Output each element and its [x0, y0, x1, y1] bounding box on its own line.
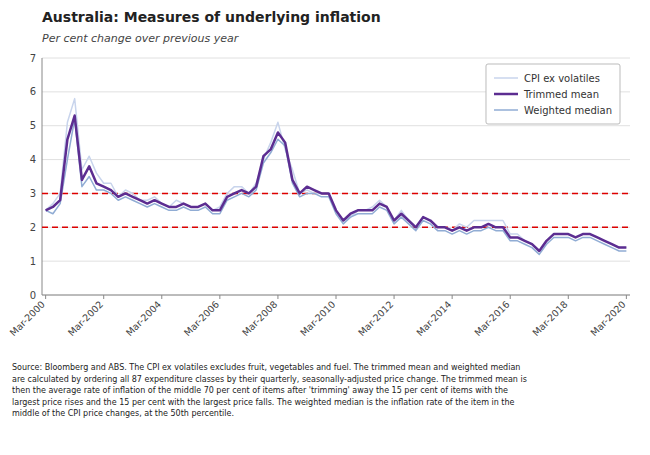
- x-tick-label: Mar-2020: [588, 299, 628, 339]
- series-line: [46, 116, 627, 251]
- grid-line: [42, 125, 630, 126]
- y-tick-label: 1: [30, 256, 36, 267]
- x-tick-label: Mar-2014: [414, 299, 454, 339]
- source-line: then the average rate of inflation of th…: [12, 386, 508, 395]
- legend-swatch: [494, 77, 518, 79]
- x-tick-label: Mar-2012: [356, 299, 396, 339]
- x-tick-label: Mar-2010: [298, 299, 338, 339]
- y-tick-label: 6: [30, 86, 36, 97]
- source-line: are calculated by ordering all 87 expend…: [12, 375, 527, 384]
- grid-line: [42, 193, 630, 194]
- x-tick: [568, 295, 569, 299]
- source-line: Source: Bloomberg and ABS. The CPI ex vo…: [12, 363, 520, 372]
- x-tick: [45, 295, 46, 299]
- y-tick-label: 5: [30, 120, 36, 131]
- grid-line: [42, 261, 630, 262]
- grid-line: [42, 227, 630, 228]
- legend: CPI ex volatiles Trimmed mean Weighted med…: [486, 64, 620, 124]
- x-tick: [336, 295, 337, 299]
- x-tick-label: Mar-2006: [182, 299, 222, 339]
- y-tick-label: 7: [30, 53, 36, 64]
- x-tick: [103, 295, 104, 299]
- y-tick-label: 4: [30, 154, 36, 165]
- legend-swatch: [494, 93, 518, 96]
- x-tick-label: Mar-2000: [8, 299, 48, 339]
- x-tick: [510, 295, 511, 299]
- x-tick-label: Mar-2002: [66, 299, 106, 339]
- y-tick-label: 0: [30, 290, 36, 301]
- x-tick-label: Mar-2018: [530, 299, 570, 339]
- x-tick: [219, 295, 220, 299]
- reference-line: [42, 227, 630, 229]
- x-tick: [626, 295, 627, 299]
- y-tick-label: 3: [30, 188, 36, 199]
- legend-swatch: [494, 109, 518, 111]
- x-tick-label: Mar-2016: [472, 299, 512, 339]
- source-line: largest price rises and the 15 per cent …: [12, 398, 515, 407]
- x-tick: [277, 295, 278, 299]
- x-tick-label: Mar-2008: [240, 299, 280, 339]
- y-grid: [42, 58, 630, 295]
- x-tick-label: Mar-2004: [124, 299, 164, 339]
- grid-line: [42, 58, 630, 59]
- x-tick: [452, 295, 453, 299]
- x-tick: [161, 295, 162, 299]
- chart: Australia: Measures of underlying inflat…: [0, 0, 650, 455]
- subtitle: Per cent change over previous year: [42, 32, 240, 45]
- y-axis: [42, 58, 43, 295]
- legend-label: Weighted median: [524, 105, 612, 116]
- source-note: Source: Bloomberg and ABS. The CPI ex vo…: [12, 363, 527, 418]
- title: Australia: Measures of underlying inflat…: [42, 9, 381, 25]
- grid-line: [42, 159, 630, 160]
- legend-label: CPI ex volatiles: [524, 73, 600, 84]
- legend-label: Trimmed mean: [523, 89, 599, 100]
- series-line: [46, 119, 627, 254]
- source-line: middle of the CPI price changes, at the …: [12, 409, 234, 418]
- x-tick: [394, 295, 395, 299]
- y-tick-label: 2: [30, 222, 36, 233]
- legend-box: [486, 64, 620, 124]
